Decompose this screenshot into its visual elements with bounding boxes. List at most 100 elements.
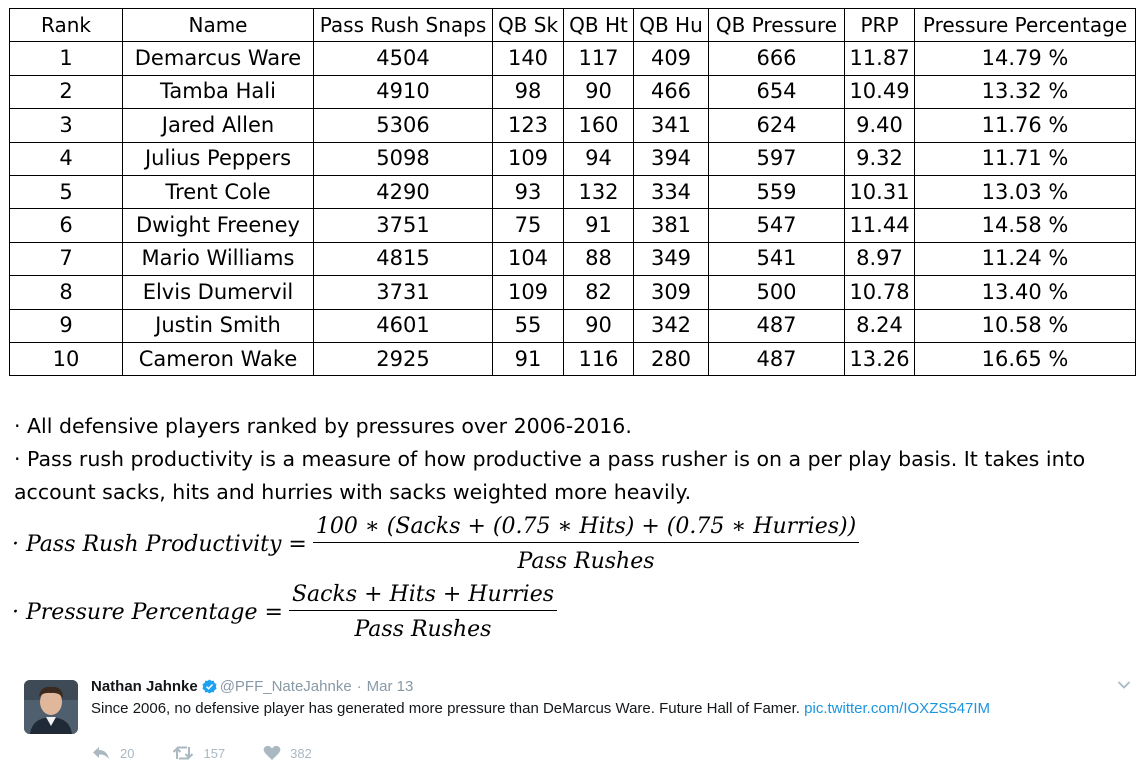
cell-pressure-percentage: 16.65 % [914, 341, 1136, 377]
reply-button[interactable]: 20 [91, 745, 134, 761]
note-line-ranking: · All defensive players ranked by pressu… [14, 414, 632, 438]
avatar-photo-icon [24, 680, 78, 734]
table-row: 10 Cameron Wake 2925 91 116 280 487 13.26 16.65 … [9, 341, 1136, 377]
table-header-row: Rank Name Pass Rush Snaps QB Sk QB Ht QB… [9, 7, 1136, 43]
cell-rank: 6 [9, 208, 123, 243]
table-row: 1 Demarcus Ware 4504 140 117 409 666 11.87 14.79… [9, 41, 1136, 76]
cell-pass-rush-snaps: 4290 [313, 174, 493, 210]
cell-qb-sk: 104 [492, 241, 564, 277]
cell-pressure-percentage: 13.32 % [914, 74, 1136, 110]
chevron-down-icon[interactable] [1117, 680, 1131, 690]
cell-pressure-percentage: 11.76 % [914, 108, 1136, 143]
cell-rank: 9 [9, 308, 123, 343]
cell-qb-pressure: 666 [708, 41, 845, 76]
cell-qb-ht: 132 [563, 174, 634, 210]
table-row: 5 Trent Cole 4290 93 132 334 559 10.31 13.03 % [9, 174, 1136, 210]
table-row: 9 Justin Smith 4601 55 90 342 487 8.24 10.58 % [9, 308, 1136, 343]
cell-qb-ht: 94 [563, 141, 634, 176]
cell-qb-hu: 342 [633, 308, 709, 343]
tweet-media-link[interactable]: pic.twitter.com/IOXZS547IM [804, 700, 991, 717]
table-row: 3 Jared Allen 5306 123 160 341 624 9.40 11.76 % [9, 108, 1136, 143]
cell-qb-ht: 90 [563, 74, 634, 110]
like-button[interactable]: 382 [263, 745, 312, 761]
pass-rush-stats-table: Rank Name Pass Rush Snaps QB Sk QB Ht QB… [9, 7, 1136, 377]
cell-name: Justin Smith [122, 308, 314, 343]
header-qb-sk: QB Sk [492, 7, 564, 43]
cell-rank: 3 [9, 108, 123, 143]
author-handle[interactable]: @PFF_NateJahnke [219, 678, 352, 695]
header-pressure-percentage: Pressure Percentage [914, 7, 1136, 43]
cell-rank: 2 [9, 74, 123, 110]
cell-name: Trent Cole [122, 174, 314, 210]
cell-rank: 5 [9, 174, 123, 210]
tweet[interactable]: Nathan Jahnke @PFF_NateJahnke · Mar 13 S… [0, 660, 1142, 776]
cell-rank: 7 [9, 241, 123, 277]
cell-qb-ht: 117 [563, 41, 634, 76]
header-qb-hu: QB Hu [633, 7, 709, 43]
cell-pass-rush-snaps: 2925 [313, 341, 493, 377]
cell-qb-ht: 88 [563, 241, 634, 277]
note-line-prp-definition: · Pass rush productivity is a measure of… [14, 447, 1086, 504]
cell-prp: 10.78 [844, 275, 915, 310]
prp-formula-fraction: 100 ∗ (Sacks + (0.75 ∗ Hits) + (0.75 ∗ H… [312, 514, 860, 574]
cell-qb-hu: 466 [633, 74, 709, 110]
cell-qb-pressure: 487 [708, 308, 845, 343]
cell-qb-hu: 280 [633, 341, 709, 377]
cell-qb-sk: 109 [492, 141, 564, 176]
avatar[interactable] [24, 680, 78, 734]
cell-prp: 11.44 [844, 208, 915, 243]
cell-qb-ht: 90 [563, 308, 634, 343]
cell-rank: 1 [9, 41, 123, 76]
cell-qb-hu: 334 [633, 174, 709, 210]
cell-qb-sk: 140 [492, 41, 564, 76]
cell-pressure-percentage: 13.03 % [914, 174, 1136, 210]
cell-qb-sk: 91 [492, 341, 564, 377]
cell-qb-ht: 116 [563, 341, 634, 377]
header-qb-ht: QB Ht [563, 7, 634, 43]
cell-pass-rush-snaps: 4910 [313, 74, 493, 110]
retweet-count: 157 [203, 745, 226, 761]
cell-qb-sk: 98 [492, 74, 564, 110]
table-row: 6 Dwight Freeney 3751 75 91 381 547 11.44 14.58 … [9, 208, 1136, 243]
cell-name: Elvis Dumervil [122, 275, 314, 310]
cell-qb-sk: 93 [492, 174, 564, 210]
retweet-button[interactable]: 157 [172, 745, 225, 761]
cell-prp: 9.32 [844, 141, 915, 176]
cell-pass-rush-snaps: 5098 [313, 141, 493, 176]
cell-qb-ht: 160 [563, 108, 634, 143]
header-prp: PRP [844, 7, 915, 43]
cell-pass-rush-snaps: 4601 [313, 308, 493, 343]
cell-qb-hu: 394 [633, 141, 709, 176]
cell-qb-pressure: 547 [708, 208, 845, 243]
cell-qb-hu: 309 [633, 275, 709, 310]
table-row: 7 Mario Williams 4815 104 88 349 541 8.97 11.24 … [9, 241, 1136, 277]
verified-badge-icon [202, 679, 217, 694]
prp-formula-denominator: Pass Rushes [312, 542, 860, 574]
cell-qb-hu: 409 [633, 41, 709, 76]
tweet-text: Since 2006, no defensive player has gene… [91, 700, 990, 717]
cell-rank: 4 [9, 141, 123, 176]
cell-qb-pressure: 624 [708, 108, 845, 143]
cell-pass-rush-snaps: 4504 [313, 41, 493, 76]
cell-pass-rush-snaps: 5306 [313, 108, 493, 143]
cell-qb-pressure: 500 [708, 275, 845, 310]
tweet-date[interactable]: Mar 13 [366, 678, 414, 695]
cell-prp: 10.49 [844, 74, 915, 110]
pressure-formula-numerator: Sacks + Hits + Hurries [291, 582, 555, 607]
retweet-icon [173, 746, 194, 760]
header-qb-pressure: QB Pressure [708, 7, 845, 43]
cell-qb-sk: 123 [492, 108, 564, 143]
cell-prp: 13.26 [844, 341, 915, 377]
cell-pressure-percentage: 14.58 % [914, 208, 1136, 243]
pressure-formula-fraction: Sacks + Hits + Hurries Pass Rushes [288, 582, 558, 642]
author-name[interactable]: Nathan Jahnke [91, 678, 198, 695]
reply-icon [93, 747, 109, 759]
pressure-percentage-formula: · Pressure Percentage = Sacks + Hits + H… [12, 582, 558, 642]
separator-dot: · [356, 678, 362, 695]
cell-qb-pressure: 487 [708, 341, 845, 377]
cell-pass-rush-snaps: 3751 [313, 208, 493, 243]
cell-qb-ht: 91 [563, 208, 634, 243]
cell-name: Tamba Hali [122, 74, 314, 110]
cell-qb-pressure: 559 [708, 174, 845, 210]
cell-name: Dwight Freeney [122, 208, 314, 243]
